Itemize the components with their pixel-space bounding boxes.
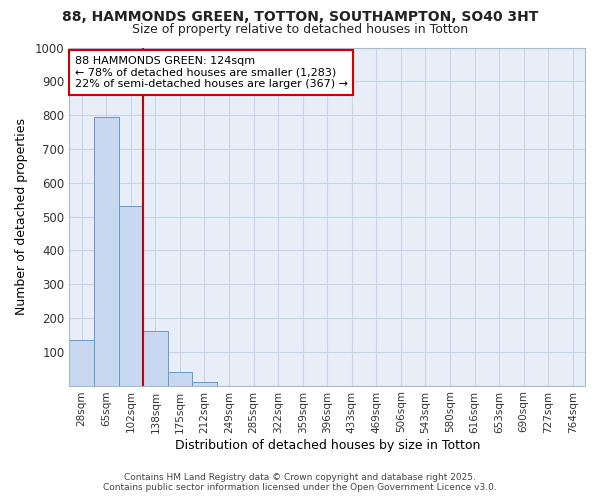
Y-axis label: Number of detached properties: Number of detached properties — [15, 118, 28, 315]
Text: 88 HAMMONDS GREEN: 124sqm
← 78% of detached houses are smaller (1,283)
22% of se: 88 HAMMONDS GREEN: 124sqm ← 78% of detac… — [74, 56, 347, 89]
Text: Size of property relative to detached houses in Totton: Size of property relative to detached ho… — [132, 22, 468, 36]
Bar — [192, 382, 217, 386]
X-axis label: Distribution of detached houses by size in Totton: Distribution of detached houses by size … — [175, 440, 480, 452]
Bar — [70, 340, 94, 386]
Bar — [119, 206, 143, 386]
Bar — [143, 331, 167, 386]
Text: 88, HAMMONDS GREEN, TOTTON, SOUTHAMPTON, SO40 3HT: 88, HAMMONDS GREEN, TOTTON, SOUTHAMPTON,… — [62, 10, 538, 24]
Text: Contains HM Land Registry data © Crown copyright and database right 2025.
Contai: Contains HM Land Registry data © Crown c… — [103, 473, 497, 492]
Bar — [167, 372, 192, 386]
Bar — [94, 117, 119, 386]
